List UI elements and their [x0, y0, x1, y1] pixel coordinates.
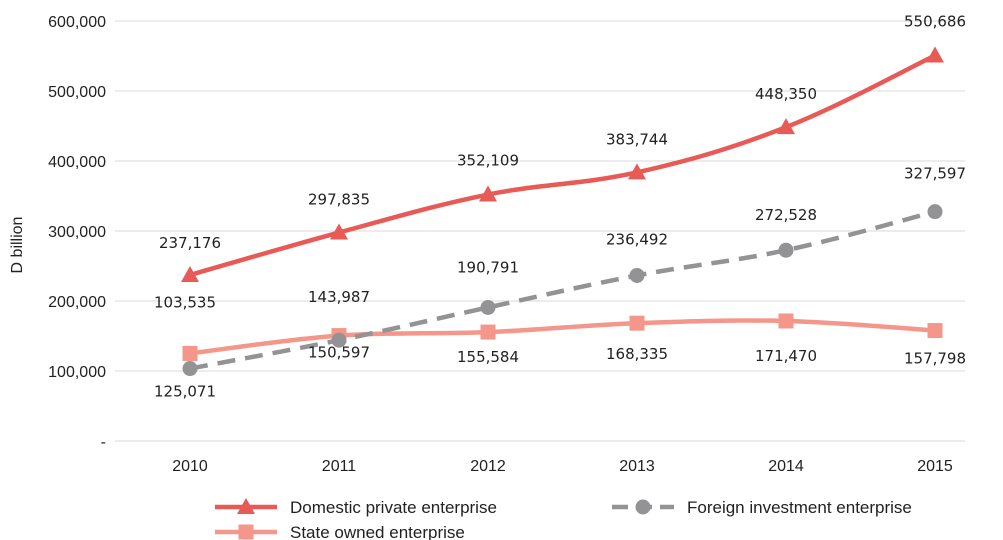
data-label: 327,597	[904, 165, 966, 183]
data-point-square	[629, 315, 645, 331]
x-tick-label: 2012	[470, 458, 506, 475]
data-point-square	[778, 313, 794, 329]
x-tick-label: 2015	[917, 458, 953, 475]
data-point-triangle	[777, 118, 795, 135]
axes: - 100,000 200,000 300,000 400,000 500,000 600,…	[48, 14, 953, 475]
series-line	[189, 53, 936, 278]
x-tick-label: 2014	[768, 458, 804, 475]
y-tick-label: 400,000	[48, 154, 106, 171]
y-tick-label: -	[101, 434, 106, 451]
series-1	[182, 204, 943, 377]
data-point-circle	[629, 267, 645, 283]
legend-label: Domestic private enterprise	[290, 498, 497, 517]
series-lines	[181, 46, 944, 377]
data-point-triangle	[926, 46, 944, 63]
data-point-square	[927, 323, 943, 339]
x-tick-label: 2010	[172, 458, 208, 475]
data-point-triangle	[479, 185, 497, 202]
legend-item: Domestic private enterprise	[215, 498, 497, 517]
data-labels: 237,176 297,835 352,109 383,744 448,350 550,6…	[154, 13, 966, 401]
data-label: 383,744	[606, 130, 668, 148]
y-tick-label: 200,000	[48, 294, 106, 311]
data-point-triangle	[628, 163, 646, 180]
data-label: 190,791	[457, 258, 519, 276]
y-tick-label: 300,000	[48, 224, 106, 241]
data-point-circle	[331, 332, 347, 348]
y-tick-label: 500,000	[48, 84, 106, 101]
data-point-circle	[182, 361, 198, 377]
y-tick-label: 600,000	[48, 14, 106, 31]
data-label: 103,535	[154, 294, 216, 312]
legend-label: Foreign investment enterprise	[687, 498, 912, 517]
data-label: 155,584	[457, 348, 519, 366]
data-label: 550,686	[904, 13, 966, 31]
data-label: 168,335	[606, 345, 668, 363]
data-point-circle	[778, 242, 794, 258]
data-label: 237,176	[159, 234, 221, 252]
data-label: 236,492	[606, 230, 668, 248]
data-label: 171,470	[755, 347, 817, 365]
legend-item: State owned enterprise	[215, 523, 465, 540]
data-label: 125,071	[154, 382, 216, 400]
data-point-square	[480, 324, 496, 340]
data-label: 143,987	[308, 288, 370, 306]
data-label: 272,528	[755, 206, 817, 224]
series-2	[182, 313, 943, 361]
legend-swatch-marker	[238, 524, 254, 540]
legend: Domestic private enterprise Foreign inves…	[215, 498, 912, 540]
y-tick-label: 100,000	[48, 364, 106, 381]
data-label: 157,798	[904, 350, 966, 368]
x-tick-label: 2011	[322, 458, 357, 475]
data-point-circle	[480, 299, 496, 315]
data-point-triangle	[330, 223, 348, 240]
data-label: 297,835	[308, 191, 370, 209]
series-0	[181, 46, 944, 282]
y-axis-title: D billion	[9, 217, 26, 274]
legend-swatch-marker	[635, 499, 651, 515]
legend-swatch-marker	[237, 498, 255, 514]
legend-label: State owned enterprise	[290, 523, 465, 540]
series-line	[189, 318, 936, 356]
data-point-circle	[927, 204, 943, 220]
legend-item: Foreign investment enterprise	[612, 498, 912, 517]
x-tick-label: 2013	[619, 458, 655, 475]
gridlines	[115, 20, 965, 442]
data-label: 150,597	[308, 344, 370, 362]
data-label: 352,109	[457, 152, 519, 170]
data-point-square	[182, 345, 198, 361]
series-line	[189, 209, 936, 371]
data-point-triangle	[181, 265, 199, 282]
data-label: 448,350	[755, 85, 817, 103]
